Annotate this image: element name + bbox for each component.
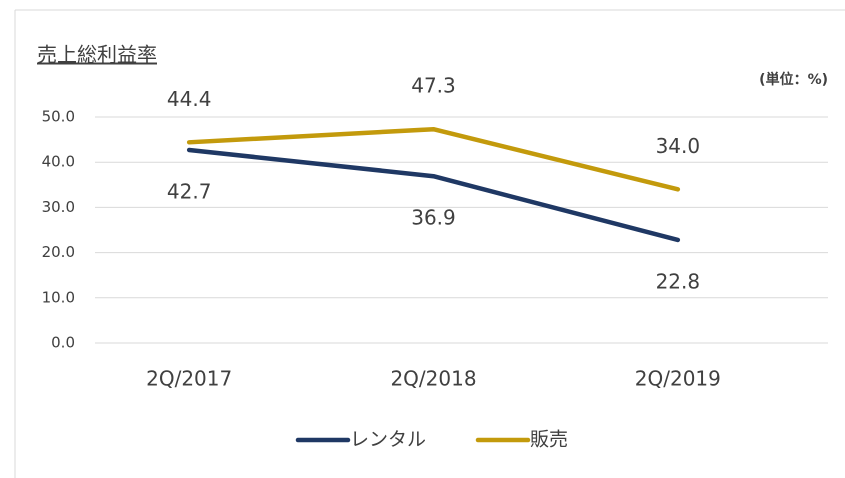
data-label: 34.0 <box>656 134 701 158</box>
y-tick-label: 40.0 <box>42 153 75 171</box>
y-tick-label: 30.0 <box>42 198 75 216</box>
legend-label: 販売 <box>530 429 568 451</box>
chart-title: 売上総利益率 <box>37 43 157 67</box>
y-tick-label: 50.0 <box>42 108 75 126</box>
data-label: 22.8 <box>656 269 701 293</box>
x-tick-label: 2Q/2017 <box>146 367 232 391</box>
unit-label: (単位：%) <box>759 71 828 88</box>
series-line <box>186 147 681 243</box>
data-label: 36.9 <box>411 206 456 230</box>
series-line <box>186 126 681 192</box>
data-label: 44.4 <box>167 87 212 111</box>
y-tick-label: 10.0 <box>42 288 75 306</box>
y-tick-label: 20.0 <box>42 243 75 261</box>
data-label: 42.7 <box>167 179 212 203</box>
legend-label: レンタル <box>350 429 426 451</box>
y-tick-label: 0.0 <box>51 334 75 352</box>
x-tick-label: 2Q/2019 <box>635 367 721 391</box>
x-tick-label: 2Q/2018 <box>390 367 476 391</box>
data-label: 47.3 <box>411 74 456 98</box>
